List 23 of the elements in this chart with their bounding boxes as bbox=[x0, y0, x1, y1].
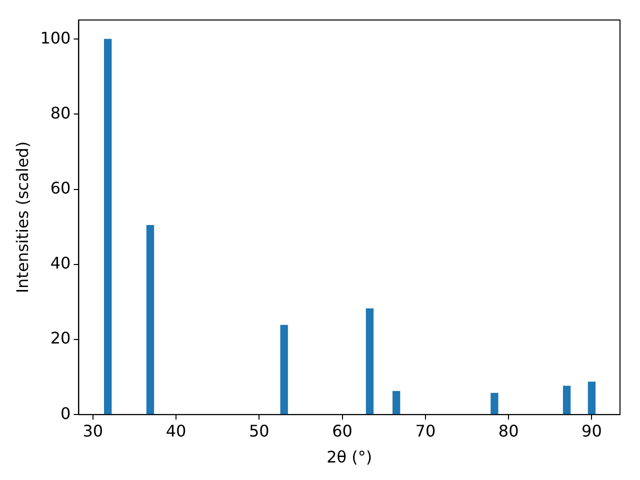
bar bbox=[588, 382, 596, 414]
x-tick-label: 40 bbox=[166, 421, 186, 440]
y-tick-label: 0 bbox=[60, 404, 71, 423]
x-tick-label: 60 bbox=[332, 421, 352, 440]
y-tick-label: 60 bbox=[50, 178, 71, 198]
x-tick-label: 70 bbox=[415, 421, 436, 440]
bar bbox=[146, 225, 154, 414]
bar bbox=[490, 392, 498, 414]
y-tick-label: 20 bbox=[50, 328, 71, 348]
bar bbox=[366, 308, 374, 414]
bar bbox=[280, 324, 288, 414]
y-tick-label: 40 bbox=[50, 254, 71, 273]
x-tick-label: 80 bbox=[498, 421, 519, 440]
x-tick-label: 90 bbox=[582, 421, 602, 440]
x-tick-label: 50 bbox=[248, 421, 270, 440]
y-tick-label: 100 bbox=[40, 28, 71, 48]
x-axis-title: 2θ (°) bbox=[326, 448, 372, 467]
bar bbox=[392, 390, 400, 414]
y-tick-label: 80 bbox=[50, 103, 71, 122]
y-axis-title: Intensities (scaled) bbox=[12, 141, 32, 294]
bar bbox=[104, 38, 112, 414]
bar bbox=[562, 386, 571, 414]
x-tick-label: 30 bbox=[82, 421, 104, 440]
